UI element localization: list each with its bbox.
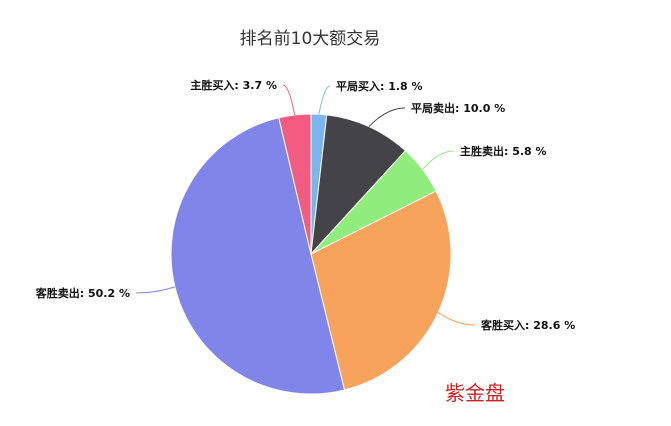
connector-5	[135, 286, 176, 294]
connector-3	[422, 150, 455, 170]
slice-label-1: 平局买入: 1.8 %	[336, 80, 423, 93]
chart-title: 排名前10大额交易	[240, 29, 381, 49]
connector-4	[437, 312, 476, 326]
slice-6[interactable]	[278, 113, 312, 255]
slice-label-4: 客胜买入: 28.6 %	[480, 318, 575, 332]
pie-slices	[170, 113, 452, 395]
slice-label-3: 主胜卖出: 5.8 %	[460, 144, 547, 158]
slice-2[interactable]	[310, 114, 407, 256]
slice-5[interactable]	[170, 117, 346, 395]
slice-4[interactable]	[310, 190, 452, 391]
connector-2	[368, 107, 406, 127]
connector-1	[318, 85, 331, 115]
connector-6	[282, 84, 296, 116]
slice-label-6: 主胜买入: 3.7 %	[190, 78, 277, 92]
label-connectors	[135, 84, 476, 326]
watermark-text: 紫金盘	[445, 381, 505, 405]
slice-labels: 平局买入: 1.8 % 平局卖出: 10.0 % 主胜卖出: 5.8 % 客胜买入: …	[35, 78, 575, 332]
slice-label-5: 客胜卖出: 50.2 %	[35, 286, 130, 300]
slice-label-2: 平局卖出: 10.0 %	[411, 101, 505, 115]
